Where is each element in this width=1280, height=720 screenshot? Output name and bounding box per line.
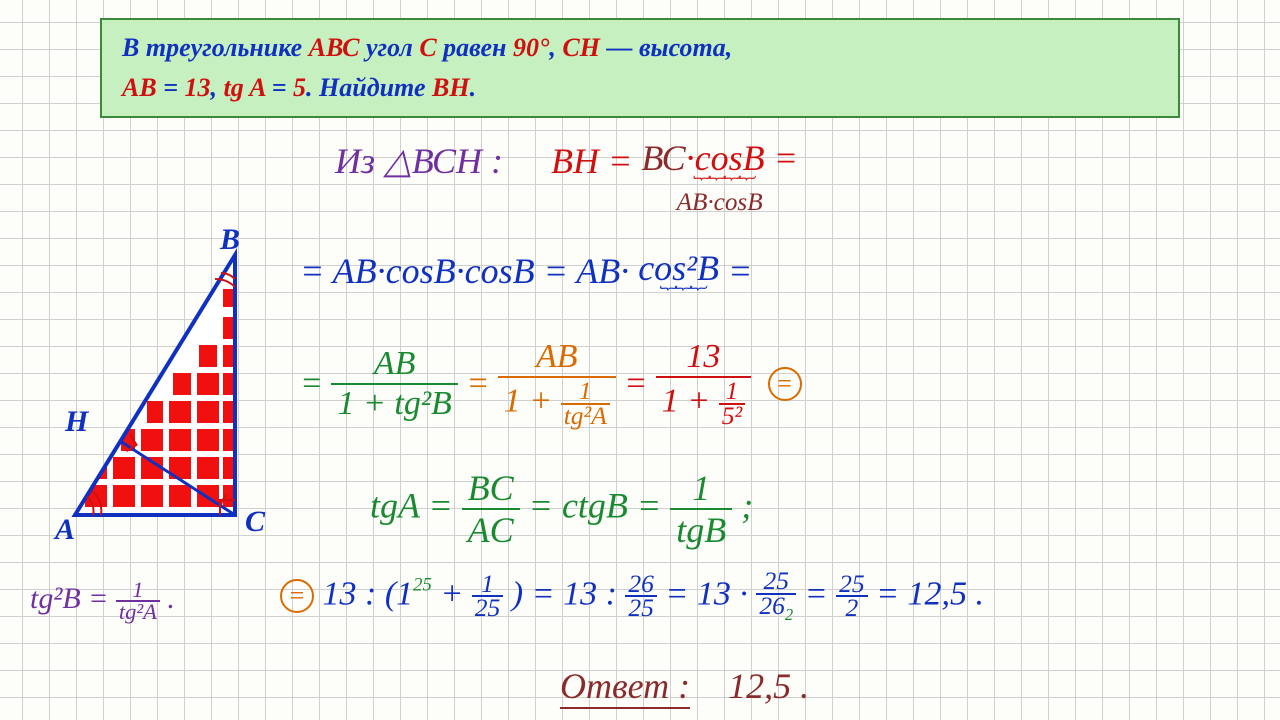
problem-statement: В треугольнике АВС угол С равен 90°, СН …	[100, 18, 1180, 118]
problem-text-fragment: С	[419, 33, 443, 62]
answer-line: Ответ : 12,5 .	[560, 665, 809, 707]
problem-line-1: В треугольнике АВС угол С равен 90°, СН …	[122, 28, 1158, 68]
vertex-label-A: A	[55, 513, 75, 547]
problem-text-fragment: угол	[366, 33, 419, 62]
problem-line-2: АВ = 13, tg A = 5. Найдите ВН.	[122, 68, 1158, 108]
problem-text-fragment: 90°	[513, 33, 549, 62]
problem-text-fragment: . Найдите	[306, 73, 432, 102]
problem-text-fragment: =	[163, 73, 184, 102]
problem-text-fragment: АВС	[309, 33, 366, 62]
problem-text-fragment: ,	[549, 33, 562, 62]
problem-text-fragment: tg A	[224, 73, 272, 102]
triangle-diagram: B A C H	[35, 235, 285, 565]
solution-line-4: tgA = BCAC = ctgB = 1tgB ;	[370, 470, 753, 548]
footnote-formula: tg²B = 1tg²A .	[30, 580, 175, 623]
problem-text-fragment: 13	[185, 73, 211, 102]
problem-text-fragment: СН	[562, 33, 600, 62]
solution-line-2: = AB·cosB·cosB = AB· cos²B ︸︸︸ =	[300, 250, 752, 300]
vertex-label-B: B	[220, 223, 240, 257]
problem-text-fragment: ,	[211, 73, 224, 102]
problem-text-fragment: 5	[293, 73, 306, 102]
problem-text-fragment: ВН	[432, 73, 470, 102]
solution-line-5: = 13 : (125 + 125 ) = 13 : 2625 = 13 · 2…	[280, 570, 984, 623]
problem-text-fragment: В треугольнике	[122, 33, 309, 62]
vertex-label-C: C	[245, 505, 265, 539]
triangle-svg	[35, 235, 285, 535]
problem-text-fragment: АВ	[122, 73, 163, 102]
problem-text-fragment: .	[470, 73, 477, 102]
problem-text-fragment: равен	[443, 33, 513, 62]
solution-line-3: = AB 1 + tg²B = AB 1 + 1tg²A = 13 1 + 15…	[300, 340, 802, 428]
solution-line-1: Из △ВСН : ВН = ВС·cosB = ︸︸︸︸ AB·cosB	[335, 140, 798, 215]
problem-text-fragment: — высота,	[600, 33, 732, 62]
problem-text-fragment: =	[272, 73, 293, 102]
vertex-label-H: H	[65, 405, 88, 439]
